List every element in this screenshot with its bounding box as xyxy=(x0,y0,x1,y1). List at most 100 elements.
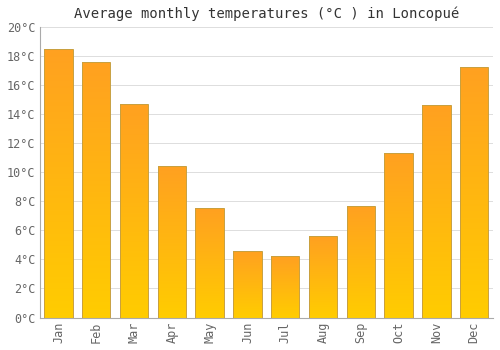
Bar xyxy=(384,270,413,271)
Title: Average monthly temperatures (°C ) in Loncopué: Average monthly temperatures (°C ) in Lo… xyxy=(74,7,459,21)
Bar xyxy=(158,206,186,207)
Bar xyxy=(460,86,488,88)
Bar xyxy=(82,76,110,77)
Bar xyxy=(384,168,413,169)
Bar xyxy=(44,258,72,260)
Bar xyxy=(460,99,488,100)
Bar xyxy=(120,221,148,222)
Bar xyxy=(158,296,186,297)
Bar xyxy=(346,206,375,207)
Bar xyxy=(120,197,148,198)
Bar xyxy=(384,279,413,280)
Bar xyxy=(460,264,488,265)
Bar xyxy=(384,176,413,177)
Bar xyxy=(460,124,488,125)
Bar xyxy=(158,186,186,187)
Bar xyxy=(82,243,110,245)
Bar xyxy=(422,140,450,141)
Bar xyxy=(384,195,413,196)
Bar xyxy=(422,207,450,208)
Bar xyxy=(44,182,72,183)
Bar xyxy=(422,282,450,284)
Bar xyxy=(82,81,110,82)
Bar xyxy=(82,77,110,78)
Bar xyxy=(120,149,148,150)
Bar xyxy=(384,272,413,273)
Bar xyxy=(346,266,375,267)
Bar xyxy=(44,85,72,86)
Bar xyxy=(82,205,110,206)
Bar xyxy=(158,235,186,236)
Bar xyxy=(309,244,337,245)
Bar xyxy=(422,205,450,206)
Bar xyxy=(460,243,488,244)
Bar xyxy=(460,122,488,124)
Bar xyxy=(120,263,148,264)
Bar xyxy=(82,78,110,79)
Bar xyxy=(82,212,110,214)
Bar xyxy=(460,106,488,107)
Bar xyxy=(158,292,186,293)
Bar xyxy=(158,184,186,185)
Bar xyxy=(271,257,300,317)
Bar xyxy=(422,291,450,292)
Bar xyxy=(346,209,375,210)
Bar xyxy=(120,164,148,165)
Bar xyxy=(82,127,110,128)
Bar xyxy=(82,227,110,228)
Bar xyxy=(158,294,186,295)
Bar xyxy=(120,253,148,254)
Bar xyxy=(384,255,413,256)
Bar xyxy=(82,188,110,190)
Bar xyxy=(460,254,488,255)
Bar xyxy=(120,239,148,240)
Bar xyxy=(384,210,413,211)
Bar xyxy=(44,50,72,51)
Bar xyxy=(82,147,110,149)
Bar xyxy=(309,279,337,280)
Bar xyxy=(44,269,72,271)
Bar xyxy=(120,315,148,316)
Bar xyxy=(120,199,148,200)
Bar xyxy=(196,303,224,304)
Bar xyxy=(422,211,450,212)
Bar xyxy=(120,171,148,172)
Bar xyxy=(384,230,413,231)
Bar xyxy=(82,153,110,154)
Bar xyxy=(82,175,110,177)
Bar xyxy=(346,306,375,307)
Bar xyxy=(44,292,72,293)
Bar xyxy=(309,274,337,275)
Bar xyxy=(196,244,224,245)
Bar xyxy=(44,285,72,287)
Bar xyxy=(422,244,450,245)
Bar xyxy=(460,105,488,106)
Bar xyxy=(120,161,148,163)
Bar xyxy=(422,115,450,116)
Bar xyxy=(82,67,110,68)
Bar xyxy=(82,128,110,130)
Bar xyxy=(158,287,186,288)
Bar xyxy=(82,202,110,204)
Bar xyxy=(460,109,488,110)
Bar xyxy=(422,308,450,309)
Bar xyxy=(158,218,186,219)
Bar xyxy=(44,170,72,171)
Bar xyxy=(460,70,488,71)
Bar xyxy=(384,227,413,228)
Bar xyxy=(158,248,186,249)
Bar xyxy=(309,256,337,257)
Bar xyxy=(422,277,450,278)
Bar xyxy=(346,291,375,292)
Bar xyxy=(158,307,186,308)
Bar xyxy=(120,277,148,278)
Bar xyxy=(82,195,110,196)
Bar xyxy=(422,209,450,210)
Bar xyxy=(346,287,375,288)
Bar xyxy=(82,305,110,306)
Bar xyxy=(346,284,375,285)
Bar xyxy=(120,180,148,181)
Bar xyxy=(196,209,224,317)
Bar xyxy=(346,230,375,231)
Bar xyxy=(196,281,224,282)
